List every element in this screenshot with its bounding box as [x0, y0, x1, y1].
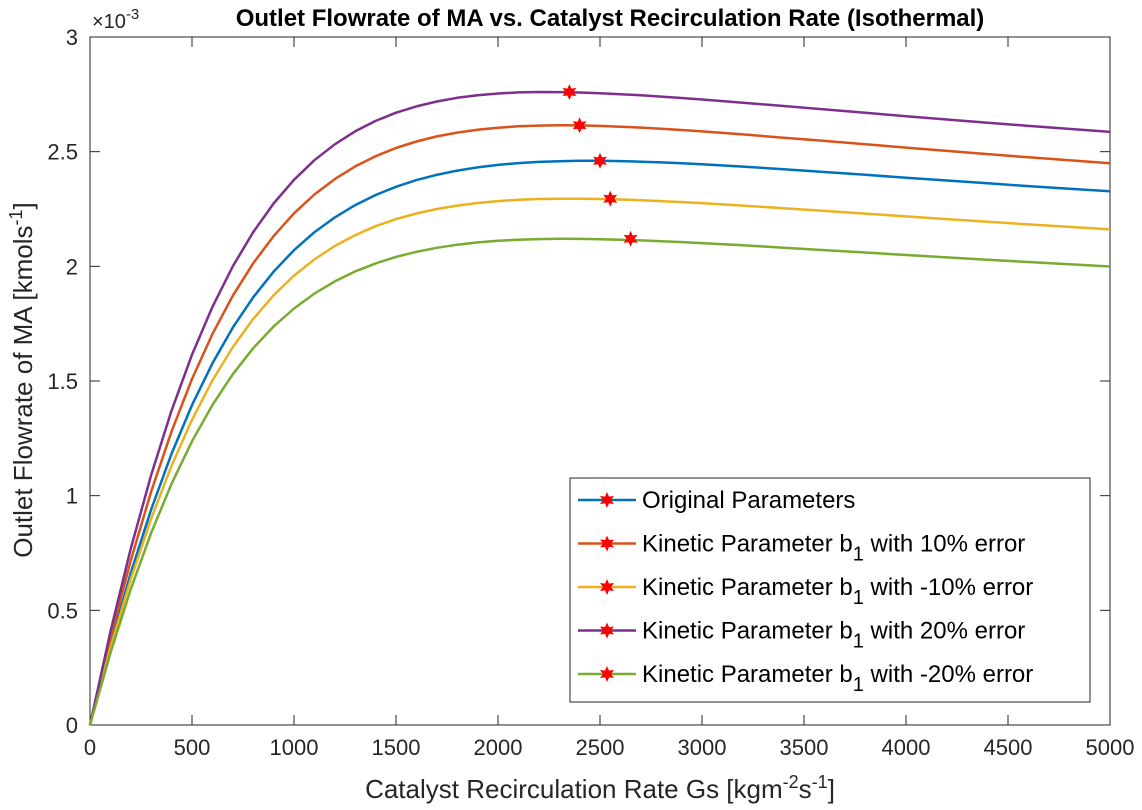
legend-box [569, 477, 1091, 703]
legend-marker-1 [600, 535, 614, 552]
y-tick-label: 3 [66, 25, 78, 50]
legend-label-1: Kinetic Parameter b1 with 10% error [642, 531, 1025, 566]
legend-marker-3 [600, 622, 614, 639]
x-axis-title: Catalyst Recirculation Rate Gs [kgm-2s-1… [365, 772, 835, 804]
legend-label-4: Kinetic Parameter b1 with -20% error [642, 661, 1033, 696]
y-tick-label: 2.5 [47, 140, 78, 165]
series-line-1 [88, 124, 1111, 726]
x-tick-label: 2000 [474, 735, 523, 760]
plot-area: 0 500 1000 1500 2000 2500 3000 3500 4000 4500 5000… [47, 25, 1134, 760]
legend-marker-0 [600, 492, 614, 508]
x-tick-label: 3500 [780, 735, 829, 760]
legend-label-2: Kinetic Parameter b1 with -10% error [642, 574, 1033, 609]
x-tick-label: 4000 [882, 735, 931, 760]
optimum-marker-1 [572, 117, 587, 134]
x-tick-label: 1500 [372, 735, 421, 760]
series-line-0 [88, 159, 1111, 726]
x-tick-label: 500 [174, 735, 211, 760]
y-tick-label: 0.5 [47, 598, 78, 623]
chart-title: Outlet Flowrate of MA vs. Catalyst Recir… [236, 5, 985, 32]
x-tick-label: 1000 [270, 735, 319, 760]
optimum-marker-3 [562, 84, 577, 100]
y-exponent: ×10-3 [92, 6, 139, 33]
series-line-2 [88, 197, 1111, 726]
y-axis-title: Outlet Flowrate of MA [kmols-1] [6, 202, 38, 558]
legend-label-3: Kinetic Parameter b1 with 20% error [642, 618, 1025, 653]
optimum-marker-2 [603, 190, 618, 207]
x-tick-label: 2500 [576, 735, 625, 760]
series-line-3 [88, 90, 1111, 726]
y-tick-label: 2 [66, 254, 78, 279]
x-tick-label: 0 [84, 735, 96, 760]
legend-label-0: Original Parameters [642, 487, 855, 514]
optimum-marker-4 [623, 230, 638, 247]
y-tick-label: 1 [66, 484, 78, 509]
x-tick-label: 3000 [678, 735, 727, 760]
legend-marker-2 [600, 579, 614, 595]
legend-marker-4 [600, 666, 614, 682]
x-tick-label: 4500 [984, 735, 1033, 760]
series-line-4 [88, 237, 1111, 726]
optimum-marker-0 [593, 152, 607, 169]
y-tick-label: 0 [66, 713, 78, 738]
y-tick-label: 1.5 [47, 369, 78, 394]
legend: Original Parameters Kinetic Parameter b1 … [569, 477, 1091, 703]
x-tick-label: 5000 [1086, 735, 1135, 760]
